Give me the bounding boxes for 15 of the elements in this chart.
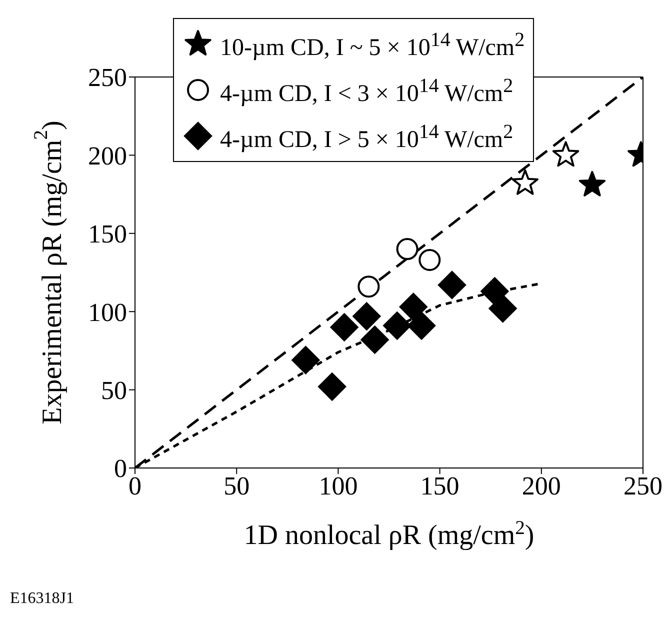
legend-label: 4-µm CD, I > 5 × 10$^{14}$ W/cm$^{2}$ — [220, 120, 514, 155]
text: E16318J1 — [10, 590, 74, 608]
x-tick-label: 200 — [522, 471, 561, 500]
y-tick-label: 200 — [88, 141, 127, 170]
legend-label: 10-µm CD, I ~ 5 × 10$^{14}$ W/cm$^{2}$ — [220, 28, 525, 63]
y-tick-label: 250 — [88, 63, 127, 92]
legend-label: 4-µm CD, I < 3 × 10$^{14}$ W/cm$^{2}$ — [220, 74, 514, 109]
x-tick-label: 150 — [420, 471, 460, 500]
y-tick-label: 150 — [88, 220, 127, 249]
y-tick-label: 100 — [88, 298, 127, 327]
x-tick-label: 250 — [624, 471, 662, 500]
x-tick-label: 100 — [318, 471, 358, 500]
y-tick-label: 50 — [101, 376, 127, 406]
x-tick-label: 50 — [224, 471, 250, 500]
x-axis-title: 1D nonlocal ρR (mg/cm$^{2}$) — [244, 518, 534, 551]
